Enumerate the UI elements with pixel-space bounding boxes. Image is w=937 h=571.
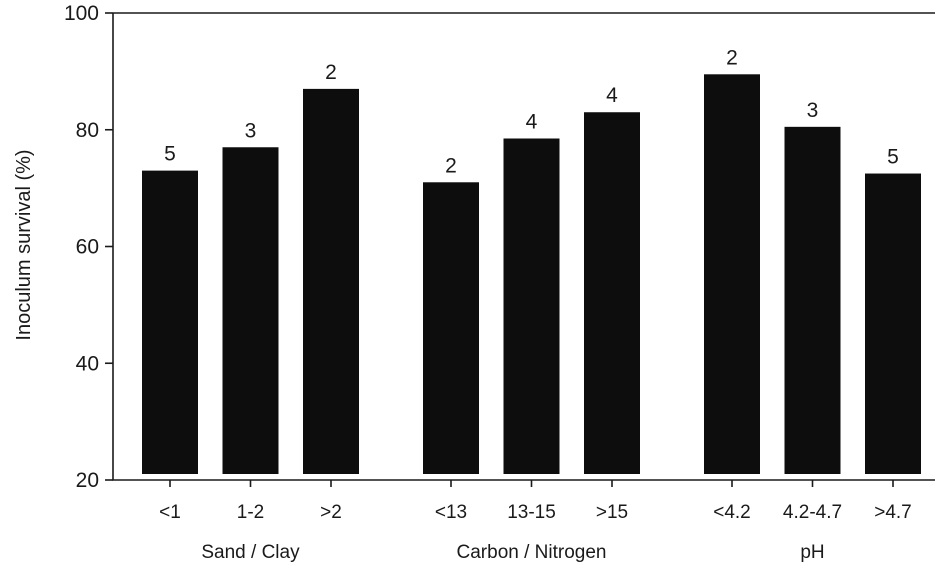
- y-tick-label: 40: [76, 352, 99, 375]
- axis-lines: [112, 12, 935, 481]
- group-label: Carbon / Nitrogen: [457, 542, 607, 563]
- bar-n-label: 4: [526, 111, 538, 134]
- bar-n-label: 4: [606, 84, 618, 107]
- x-tick-label: <1: [159, 502, 181, 523]
- group-label: pH: [800, 542, 824, 563]
- bar: [784, 126, 841, 475]
- bar-n-label: 5: [164, 143, 176, 166]
- y-tick-label: 60: [76, 236, 99, 259]
- bar-n-label: 5: [887, 146, 899, 169]
- bar-n-label: 2: [726, 46, 738, 69]
- group-label: Sand / Clay: [201, 542, 300, 563]
- x-tick-label: <4.2: [713, 502, 751, 523]
- y-tick-label: 80: [76, 119, 99, 142]
- bar-n-label: 3: [245, 119, 257, 142]
- y-axis: 20 40 60 80 100: [64, 2, 113, 492]
- bar: [222, 147, 279, 474]
- y-tick-label: 100: [64, 2, 99, 25]
- x-tick-label: 1-2: [237, 502, 264, 523]
- x-tick-label: >15: [596, 502, 628, 523]
- x-tick-label: >4.7: [874, 502, 912, 523]
- bar: [865, 173, 921, 474]
- y-tick-label: 20: [76, 469, 99, 492]
- bar-n-label: 3: [807, 99, 819, 122]
- bar: [423, 182, 479, 474]
- x-tick-label: 4.2-4.7: [783, 502, 842, 523]
- bar-n-label: 2: [325, 61, 337, 84]
- x-tick-label: <13: [435, 502, 467, 523]
- plot-frame: [112, 12, 935, 481]
- bar: [584, 112, 640, 475]
- y-axis-label: Inoculum survival (%): [13, 149, 35, 340]
- bars: 5 3 2 2 4 4 2 3 5: [142, 46, 921, 475]
- x-tick-label: >2: [320, 502, 342, 523]
- bar: [704, 74, 760, 474]
- x-tick-label: 13-15: [507, 502, 556, 523]
- bar: [503, 138, 560, 474]
- bar: [142, 170, 198, 475]
- x-axis-labels: <1 1-2 >2 Sand / Clay <13 13-15 >15 Carbon / Ni…: [159, 480, 912, 563]
- bar-n-label: 2: [445, 154, 457, 177]
- bar: [303, 88, 359, 474]
